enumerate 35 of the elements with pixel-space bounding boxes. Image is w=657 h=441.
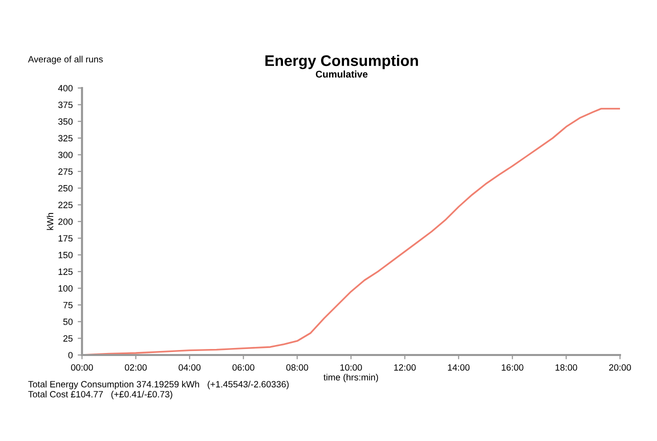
x-tick-label: 04:00 xyxy=(178,364,201,371)
y-tick-label: 325 xyxy=(58,135,73,142)
text: Total Energy Consumption 374.19259 kWh (+1.45543/-2.60336) xyxy=(28,380,289,390)
y-tick-label: 75 xyxy=(63,302,73,308)
y-tick-label: 125 xyxy=(58,268,73,275)
x-tick-label: 12:00 xyxy=(394,364,416,371)
x-tick-label: 18:00 xyxy=(556,364,578,371)
x-tick-label: 16:00 xyxy=(502,364,524,371)
text: Total Cost £104.77 (+£0.41/-£0.73) xyxy=(28,390,172,400)
y-tick-label: 150 xyxy=(58,252,73,258)
x-axis-title: time (hrs:min) xyxy=(324,374,378,382)
chart-title: Energy Consumption xyxy=(265,54,418,70)
y-tick-label: 200 xyxy=(58,218,73,225)
y-tick-label: 400 xyxy=(58,84,73,92)
chart-subtitle: Cumulative xyxy=(316,70,368,78)
y-tick-label: 375 xyxy=(58,102,73,108)
y-tick-label: 0 xyxy=(68,352,73,358)
y-tick-label: 225 xyxy=(58,202,73,208)
y-tick-label: 300 xyxy=(58,152,73,158)
x-tick-label: 08:00 xyxy=(286,364,308,371)
x-tick-label: 02:00 xyxy=(124,364,147,371)
y-tick-label: 275 xyxy=(58,168,73,175)
x-tick-label: 10:00 xyxy=(340,364,362,371)
y-tick-label: 100 xyxy=(58,285,73,292)
y-tick-label: 175 xyxy=(58,235,73,242)
x-tick-label: 00:00 xyxy=(71,364,93,371)
x-tick-label: 20:00 xyxy=(609,364,631,371)
y-axis-title: kWh xyxy=(46,213,54,230)
text: Average of all runs xyxy=(28,56,103,64)
y-tick-label: 350 xyxy=(58,118,73,125)
y-tick-label: 250 xyxy=(58,185,73,192)
x-tick-label: 06:00 xyxy=(232,364,254,371)
x-tick-label: 14:00 xyxy=(448,364,470,371)
y-tick-label: 25 xyxy=(63,335,73,342)
y-tick-label: 50 xyxy=(63,318,73,325)
